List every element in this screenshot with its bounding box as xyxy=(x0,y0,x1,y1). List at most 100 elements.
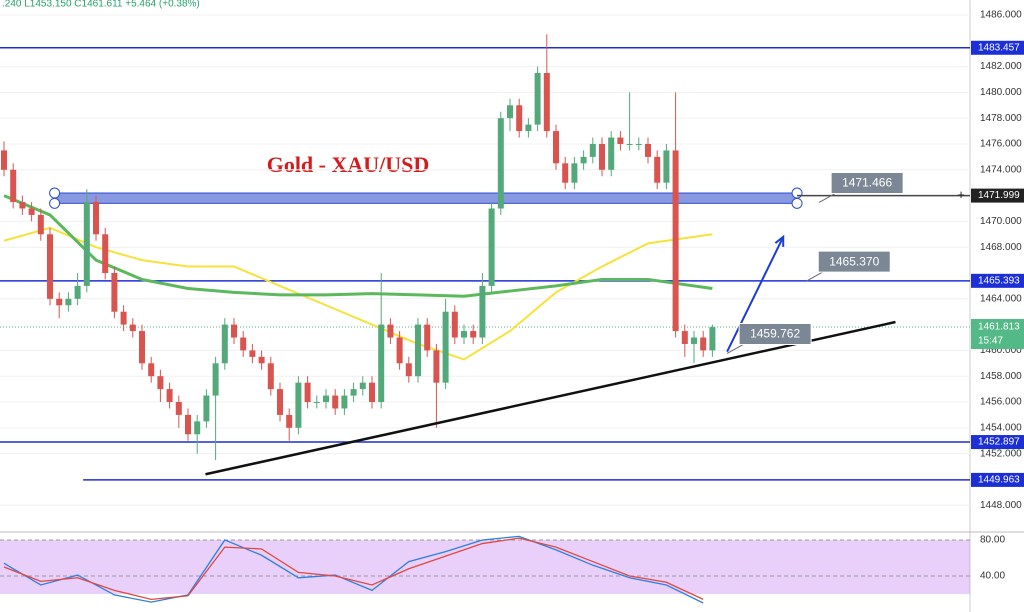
moving-average xyxy=(3,194,713,298)
zone xyxy=(54,192,798,204)
arrow-line xyxy=(726,236,785,353)
candle-body xyxy=(589,143,596,157)
y-tick-label: 1454.000 xyxy=(980,422,1022,433)
candle-body xyxy=(405,363,412,377)
candle-body xyxy=(635,143,642,145)
candle-body xyxy=(461,331,467,338)
candle-body xyxy=(645,143,651,157)
candle-body xyxy=(396,337,403,364)
candle-body xyxy=(74,285,81,299)
y-tick-label: 1478.000 xyxy=(980,113,1022,124)
candle-body xyxy=(240,337,247,351)
candle-body xyxy=(617,137,624,144)
oscillator-band xyxy=(0,539,970,594)
candle-body xyxy=(295,382,302,428)
candle-body xyxy=(479,285,486,338)
candle-body xyxy=(507,105,513,119)
candle-body xyxy=(378,324,385,403)
candle-body xyxy=(221,324,228,364)
price-label-box xyxy=(971,273,1024,288)
candle-body xyxy=(129,324,136,332)
candle-body xyxy=(47,234,53,299)
y-tick-label: 1470.000 xyxy=(980,216,1022,227)
candle-body xyxy=(470,331,477,338)
y-tick-label: 1460.000 xyxy=(980,345,1022,356)
trendline xyxy=(205,320,896,476)
candle-body xyxy=(37,214,44,235)
candle-body xyxy=(212,363,219,396)
oscillator-line xyxy=(3,535,704,604)
oscillator-tick-label: 40.00 xyxy=(980,571,1005,582)
callout-box xyxy=(817,250,891,273)
price-label-box xyxy=(971,435,1024,450)
zone-handle xyxy=(791,187,803,199)
candle-body xyxy=(203,395,210,422)
y-tick-label: 1474.000 xyxy=(980,164,1022,175)
y-tick-label: 1480.000 xyxy=(980,87,1022,98)
y-tick-label: 1452.000 xyxy=(980,448,1022,459)
candle-body xyxy=(497,118,504,209)
candle-body xyxy=(166,389,173,403)
candle-body xyxy=(433,350,440,383)
candle-body xyxy=(277,389,283,415)
y-tick-label: 1456.000 xyxy=(980,397,1022,408)
candle-body xyxy=(185,414,191,435)
callout-label: 1465.370 xyxy=(829,254,879,268)
candle-body xyxy=(111,272,118,312)
price-label: 1449.963 xyxy=(978,475,1020,486)
crosshair-plus: + xyxy=(957,187,965,202)
candle-body xyxy=(525,124,532,132)
candle-body xyxy=(709,327,716,351)
candle-body xyxy=(267,363,274,390)
callout-box xyxy=(738,322,812,345)
candle-body xyxy=(157,376,164,390)
candle-body xyxy=(672,150,679,332)
candle-body xyxy=(350,389,357,396)
chart-title: Gold - XAU/USD xyxy=(267,152,430,177)
candle-body xyxy=(543,73,550,132)
candle-body xyxy=(83,202,90,286)
y-tick-label: 1482.000 xyxy=(980,61,1022,72)
zone-handle xyxy=(49,187,61,199)
moving-average xyxy=(3,226,713,361)
candle-body xyxy=(323,395,329,403)
ohlc-header: .240 L1453.150 C1461.611 +5.464 (+0.38%) xyxy=(2,0,200,10)
candle-body xyxy=(120,311,127,325)
candle-body xyxy=(516,105,523,132)
candle-body xyxy=(663,150,670,183)
price-label: 1483.457 xyxy=(978,42,1020,53)
oscillator-line xyxy=(3,537,704,601)
candle-body xyxy=(488,208,495,286)
y-tick-label: 1468.000 xyxy=(980,242,1022,253)
candle-body xyxy=(553,131,559,164)
current-price-box xyxy=(971,319,1024,350)
candle-body xyxy=(534,73,541,125)
candle-body xyxy=(451,311,458,338)
candle-body xyxy=(424,324,431,351)
y-tick-label: 1476.000 xyxy=(980,139,1022,150)
candle-body xyxy=(102,234,109,273)
callout-label: 1459.762 xyxy=(750,327,800,341)
candle-body xyxy=(10,169,17,203)
callout-leader xyxy=(818,192,838,203)
candle-body xyxy=(654,156,661,183)
current-price-label: 1461.813 xyxy=(978,322,1020,333)
y-tick-label: 1448.000 xyxy=(980,500,1022,511)
candle-body xyxy=(571,163,578,183)
callout-label: 1471.466 xyxy=(842,176,892,190)
oscillator-tick-label: 80.00 xyxy=(980,535,1005,546)
countdown: 15:47 xyxy=(978,336,1003,347)
y-tick-label: 1486.000 xyxy=(980,10,1022,21)
candle-body xyxy=(626,143,633,145)
price-label-box xyxy=(971,40,1024,55)
callout-leader xyxy=(726,343,746,354)
candle-body xyxy=(369,382,375,403)
candle-body xyxy=(249,350,256,357)
candle-body xyxy=(56,298,63,306)
price-label-box xyxy=(971,472,1024,487)
arrow-head xyxy=(774,234,785,247)
price-label: 1452.897 xyxy=(978,437,1020,448)
candle-body xyxy=(681,331,688,344)
